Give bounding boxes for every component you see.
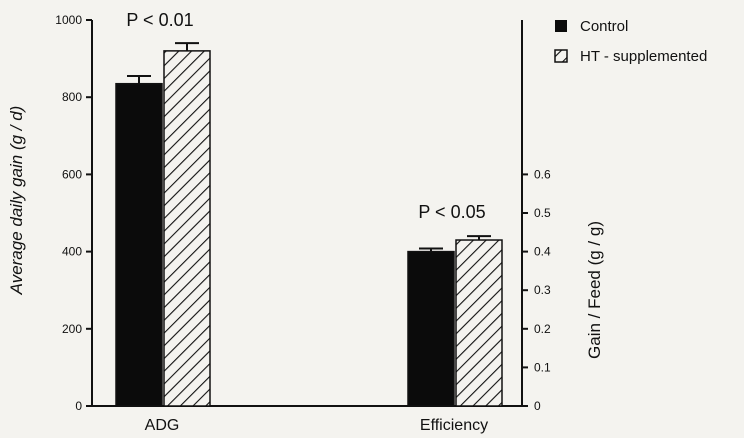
annotation-efficiency: P < 0.05 bbox=[418, 202, 485, 222]
right-tick-label: 0.6 bbox=[534, 167, 551, 181]
bar-ht-adg bbox=[163, 50, 211, 407]
left-tick-label: 600 bbox=[62, 167, 82, 181]
left-tick-label: 0 bbox=[75, 399, 82, 413]
left-axis-title: Average daily gain (g / d) bbox=[7, 106, 26, 296]
category-label-efficiency: Efficiency bbox=[420, 417, 488, 434]
category-label-adg: ADG bbox=[145, 417, 180, 434]
right-tick-label: 0.1 bbox=[534, 360, 551, 374]
left-tick-label: 200 bbox=[62, 322, 82, 336]
left-tick-label: 1000 bbox=[55, 13, 82, 27]
right-tick-label: 0.2 bbox=[534, 322, 551, 336]
legend-label-ht: HT - supplemented bbox=[580, 48, 707, 65]
right-tick-label: 0 bbox=[534, 399, 541, 413]
right-tick-label: 0.4 bbox=[534, 245, 551, 259]
legend: Control HT - supplemented bbox=[554, 18, 707, 65]
left-tick-label: 400 bbox=[62, 245, 82, 259]
bar-control-adg bbox=[115, 82, 163, 407]
right-tick-label: 0.5 bbox=[534, 206, 551, 220]
right-tick-label: 0.3 bbox=[534, 283, 551, 297]
legend-swatch-control bbox=[555, 20, 567, 32]
legend-label-control: Control bbox=[580, 18, 628, 35]
right-axis-title: Gain / Feed (g / g) bbox=[585, 221, 604, 359]
bar-ht-efficiency bbox=[455, 239, 503, 407]
bar-control-efficiency bbox=[407, 250, 455, 407]
legend-swatch-ht bbox=[554, 49, 568, 63]
left-tick-label: 800 bbox=[62, 90, 82, 104]
annotation-adg: P < 0.01 bbox=[126, 10, 193, 30]
